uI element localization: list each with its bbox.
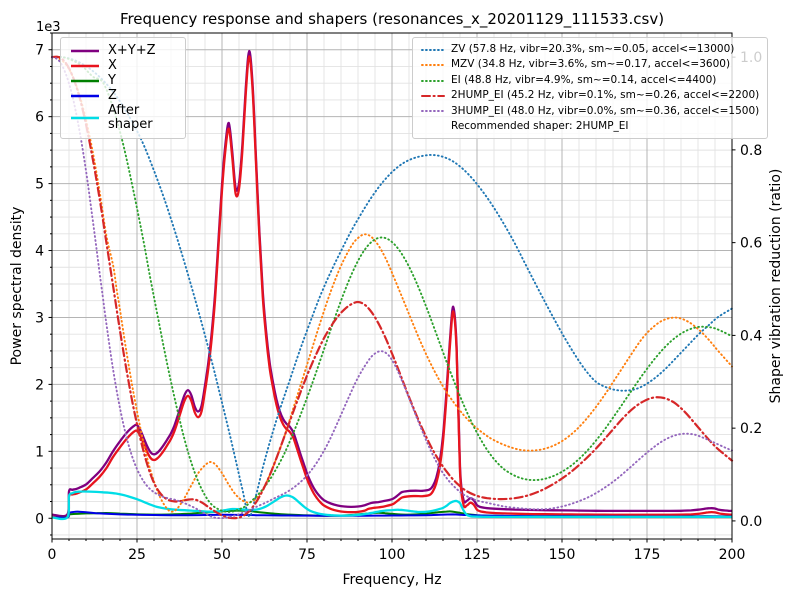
- chart-title: Frequency response and shapers (resonanc…: [119, 10, 665, 28]
- legend-line-swatch: [71, 116, 99, 120]
- legend-shapers: ZV (57.8 Hz, vibr=20.3%, sm~=0.05, accel…: [412, 37, 769, 140]
- legend-line-swatch: [421, 94, 445, 97]
- y-left-tick-label: 2: [35, 377, 44, 393]
- legend-label: X: [108, 58, 117, 73]
- x-tick-label: 125: [464, 547, 491, 563]
- y-right-tick-label: 0.2: [740, 421, 762, 437]
- legend-psd: X+Y+Z X Y Z After shaper: [60, 37, 186, 139]
- y-axis-label-right: Shaper vibration reduction (ratio): [768, 168, 784, 404]
- y-left-tick-label: 5: [35, 177, 44, 193]
- y-right-tick-label: 0.8: [740, 143, 762, 159]
- x-tick-label: 200: [719, 547, 746, 563]
- legend-line-swatch: [421, 48, 445, 51]
- legend-label: 2HUMP_EI (45.2 Hz, vibr=0.1%, sm~=0.26, …: [451, 89, 760, 102]
- legend-line-swatch: [71, 94, 99, 98]
- x-tick-label: 0: [48, 547, 57, 563]
- legend-label: After shaper: [108, 103, 153, 132]
- y-right-tick-label: 0.0: [740, 514, 762, 530]
- x-tick-label: 100: [379, 547, 406, 563]
- legend-item-z: Z: [70, 89, 176, 103]
- legend-item-ei: EI (48.8 Hz, vibr=4.9%, sm~=0.14, accel<…: [421, 73, 759, 88]
- x-tick-label: 50: [213, 547, 231, 563]
- legend-item-3hump-ei: 3HUMP_EI (48.0 Hz, vibr=0.0%, sm~=0.36, …: [421, 104, 759, 119]
- legend-item-after: After shaper: [70, 104, 176, 132]
- y-left-tick-label: 7: [35, 43, 44, 59]
- series-after-shaper: [51, 490, 732, 521]
- legend-recommended-shaper: Recommended shaper: 2HUMP_EI: [451, 120, 629, 133]
- x-tick-label: 25: [128, 547, 146, 563]
- legend-label: EI (48.8 Hz, vibr=4.9%, sm~=0.14, accel<…: [451, 73, 717, 86]
- y-right-tick-label: 0.6: [740, 236, 762, 252]
- legend-label: MZV (34.8 Hz, vibr=3.6%, sm~=0.17, accel…: [451, 58, 731, 71]
- legend-shapers-rows: ZV (57.8 Hz, vibr=20.3%, sm~=0.05, accel…: [421, 42, 759, 119]
- legend-label: X+Y+Z: [108, 43, 156, 58]
- y-left-tick-label: 6: [35, 110, 44, 126]
- legend-label: Y: [108, 73, 116, 88]
- y-axis-multiplier: 1e3: [36, 20, 61, 35]
- x-tick-label: 75: [298, 547, 316, 563]
- axes: [48, 32, 736, 543]
- legend-psd-rows: X+Y+Z X Y Z After shaper: [70, 44, 176, 132]
- legend-item-zv: ZV (57.8 Hz, vibr=20.3%, sm~=0.05, accel…: [421, 42, 759, 57]
- series-mzv: [51, 56, 733, 513]
- legend-label: Z: [108, 88, 117, 103]
- legend-line-swatch: [71, 49, 99, 53]
- y-axis-label-left: Power spectral density: [9, 206, 25, 366]
- series-2hump-ei: [50, 55, 734, 520]
- x-tick-label: 175: [634, 547, 661, 563]
- legend-line-swatch: [421, 79, 445, 82]
- legend-line-swatch: [421, 64, 445, 67]
- series-x: [51, 55, 733, 520]
- legend-line-swatch: [71, 79, 99, 83]
- x-tick-label: 150: [549, 547, 576, 563]
- y-left-tick-label: 1: [35, 444, 44, 460]
- y-left-tick-label: 3: [35, 310, 44, 326]
- legend-label: ZV (57.8 Hz, vibr=20.3%, sm~=0.05, accel…: [451, 43, 735, 55]
- legend-item-x-y-z: X+Y+Z: [70, 44, 176, 58]
- y-right-tick-label: 0.4: [740, 328, 762, 344]
- legend-item-2hump-ei: 2HUMP_EI (45.2 Hz, vibr=0.1%, sm~=0.26, …: [421, 88, 759, 103]
- series-x-y-z: [51, 49, 733, 518]
- legend-label: 3HUMP_EI (48.0 Hz, vibr=0.0%, sm~=0.36, …: [451, 104, 760, 117]
- series-3hump-ei: [51, 56, 733, 520]
- legend-line-swatch: [421, 110, 445, 113]
- series-ei: [51, 55, 733, 513]
- y-left-tick-label: 4: [35, 244, 44, 260]
- legend-item-y: Y: [70, 74, 176, 88]
- legend-item-x: X: [70, 59, 176, 73]
- legend-item-mzv: MZV (34.8 Hz, vibr=3.6%, sm~=0.17, accel…: [421, 57, 759, 72]
- y-left-tick-label: 0: [35, 511, 44, 527]
- legend-line-swatch: [71, 64, 99, 68]
- x-axis-label: Frequency, Hz: [342, 572, 442, 588]
- curves: [50, 49, 734, 521]
